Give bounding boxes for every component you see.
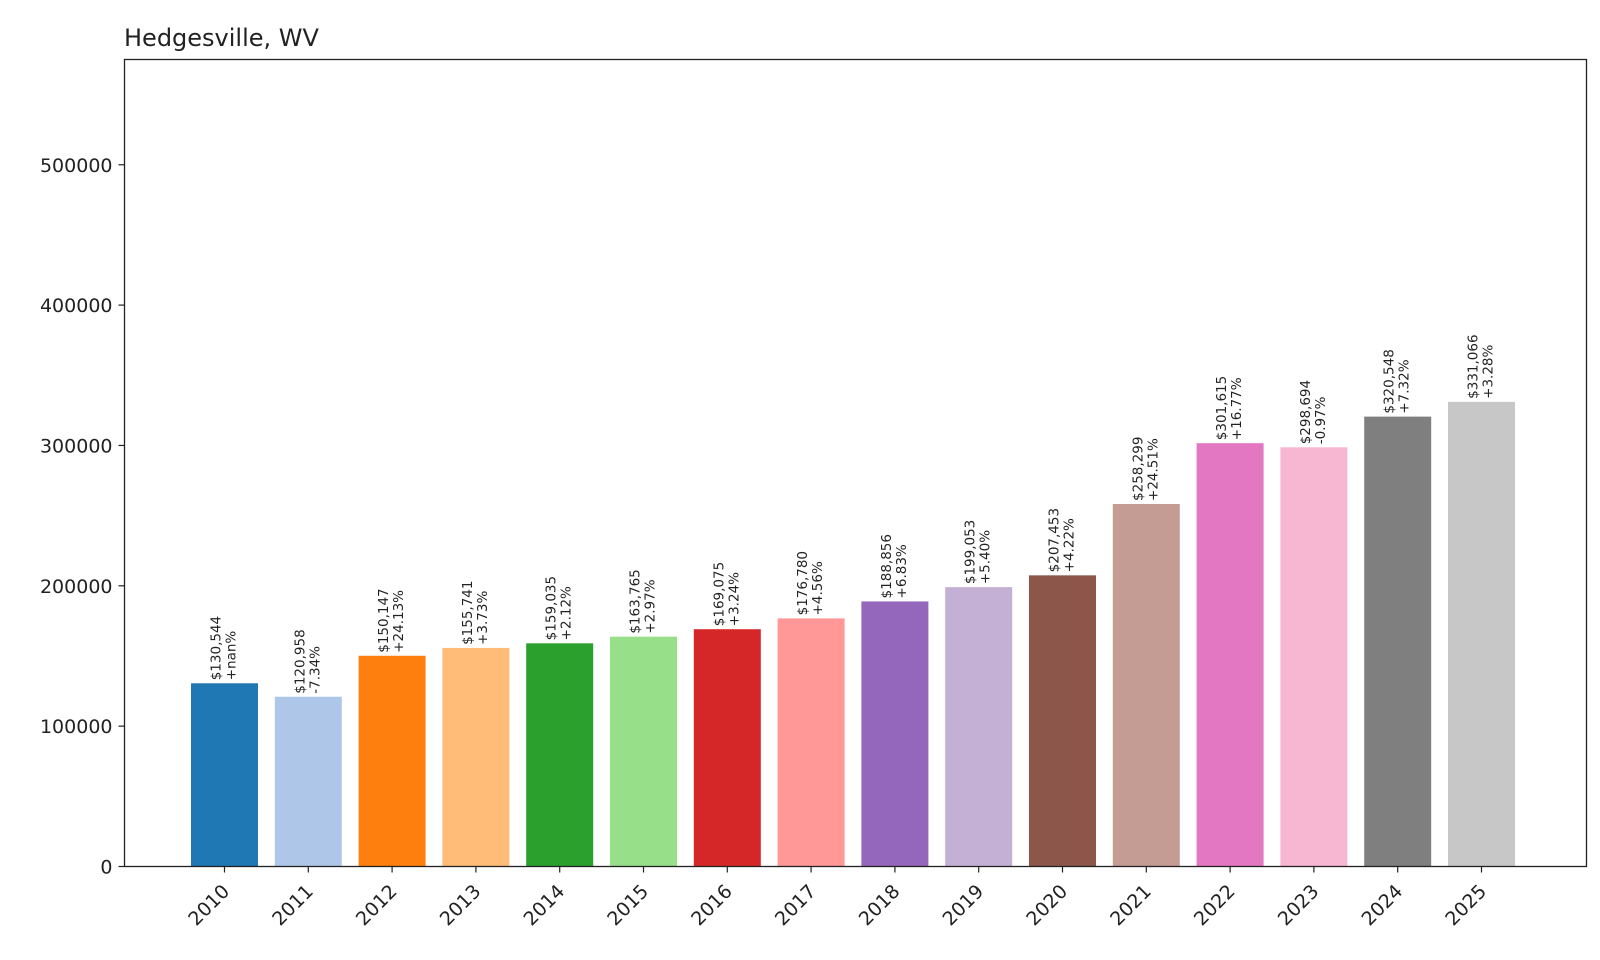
x-tick-label: 2021 [1106,880,1156,930]
x-tick-label: 2012 [352,880,402,930]
bar-change-label: +4.22% [1062,518,1078,572]
y-tick-label: 500000 [40,155,113,177]
bar-value-label: $199,053 [963,520,979,584]
bar-2010 [191,683,258,867]
bar-change-label: +3.28% [1481,344,1497,398]
x-tick-label: 2015 [603,880,653,930]
x-tick-label: 2023 [1274,880,1324,930]
bar-value-label: $258,299 [1130,437,1146,501]
bars-group [191,401,1515,867]
bar-value-label: $301,615 [1214,376,1230,440]
y-axis: 0 100000 200000 300000 400000 500000 [40,155,125,879]
bar-value-label: $130,544 [209,616,225,680]
bar-value-label: $169,075 [711,562,727,626]
bar-value-label: $120,958 [292,629,308,693]
bar-value-label: $150,147 [376,588,392,652]
bar-2018 [861,601,929,867]
bar-change-label: -7.34% [307,646,323,694]
bar-2019 [945,587,1013,867]
bar-value-label: $207,453 [1047,508,1063,572]
bar-value-label: $155,741 [460,580,476,644]
bar-2012 [358,655,426,867]
x-tick-label: 2017 [771,880,821,930]
bar-labels-group: $130,544 +nan% $120,958 -7.34% $150,147 +24.1… [209,334,1497,693]
bar-value-label: $331,066 [1466,334,1482,398]
x-tick-label: 2014 [519,880,569,930]
y-tick-label: 300000 [40,435,113,457]
x-tick-label: 2011 [268,880,318,930]
bar-change-label: +4.56% [810,561,826,615]
plot-frame [123,58,1588,868]
bar-change-label: +2.12% [559,586,575,640]
bar-2011 [274,696,342,867]
bar-2022 [1196,443,1264,867]
chart-title: Hedgesville, WV [124,24,320,52]
bar-value-label: $176,780 [795,551,811,615]
x-tick-label: 2025 [1441,880,1491,930]
bar-2015 [610,636,677,867]
bar-2021 [1112,503,1180,867]
x-tick-label: 2024 [1357,880,1407,930]
bar-2017 [777,618,845,867]
x-tick-label: 2018 [855,880,905,930]
bar-2016 [693,629,761,867]
y-tick-label: 0 [100,857,112,879]
x-tick-label: 2020 [1022,880,1072,930]
bar-change-label: +5.40% [978,530,994,584]
x-axis: 2010 2011 2012 2013 2014 2015 2016 2017 2018 2019… [184,866,1491,930]
bar-2024 [1364,416,1432,867]
bar-change-label: +nan% [224,631,240,681]
bar-2020 [1029,575,1096,867]
bar-2013 [442,647,510,867]
x-tick-label: 2019 [938,880,988,930]
bar-change-label: +24.13% [391,590,407,653]
bar-change-label: +16.77% [1229,377,1245,440]
y-tick-label: 400000 [40,295,113,317]
bar-change-label: +6.83% [894,544,910,598]
bar-2023 [1280,447,1348,867]
bar-value-label: $320,548 [1382,349,1398,413]
bar-change-label: +3.73% [475,591,491,645]
bar-change-label: +2.97% [643,579,659,633]
y-tick-label: 100000 [40,716,113,738]
bar-value-label: $188,856 [879,534,895,598]
bar-change-label: +3.24% [726,572,742,626]
bar-2014 [526,643,594,867]
bar-value-label: $159,035 [544,576,560,640]
x-tick-label: 2010 [184,880,234,930]
bar-change-label: -0.97% [1313,396,1329,444]
y-tick-label: 200000 [40,576,113,598]
x-tick-label: 2022 [1190,880,1240,930]
bar-value-label: $163,765 [628,569,644,633]
bar-2025 [1448,401,1515,867]
x-tick-label: 2013 [436,880,486,930]
x-tick-label: 2016 [687,880,737,930]
bar-change-label: +24.51% [1145,438,1161,501]
bar-value-label: $298,694 [1298,380,1314,444]
bar-change-label: +7.32% [1397,359,1413,413]
